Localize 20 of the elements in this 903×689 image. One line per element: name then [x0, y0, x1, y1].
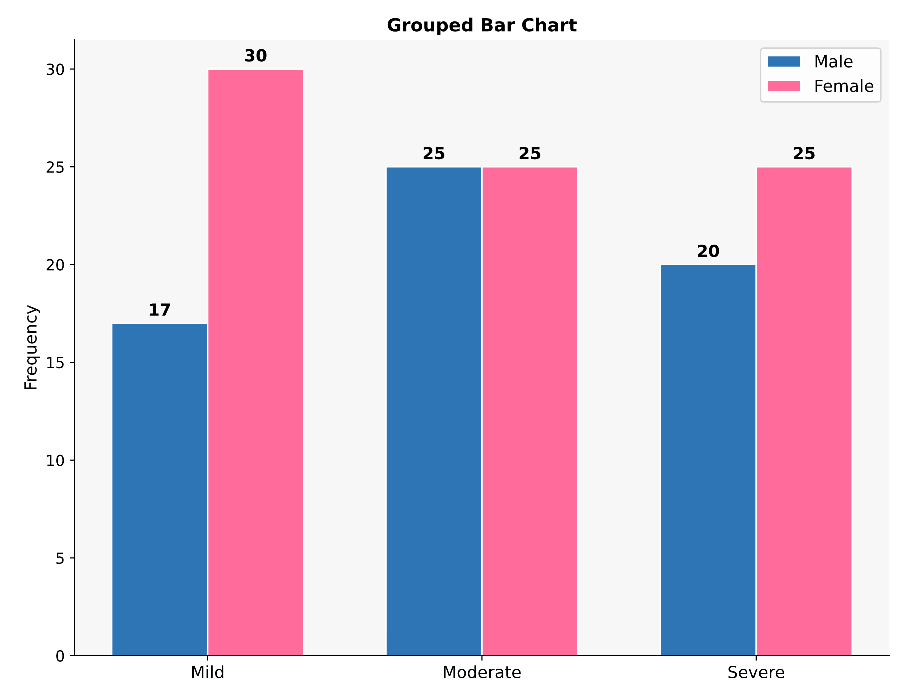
y-tick-label: 0 [56, 650, 64, 662]
data-label: 25 [794, 147, 815, 160]
data-label: 17 [150, 304, 170, 316]
data-label: 25 [520, 147, 541, 160]
x-tick-label: Severe [728, 666, 784, 679]
y-tick-label: 15 [47, 357, 64, 369]
data-label: 20 [698, 244, 720, 258]
y-tick-label: 30 [46, 64, 64, 76]
y-tick-label: 20 [46, 259, 64, 271]
x-tick-label: Moderate [444, 666, 521, 679]
data-label: 30 [245, 49, 267, 62]
legend-label: Female [816, 79, 874, 92]
y-tick-label: 5 [56, 552, 64, 564]
y-axis-title: Frequency [24, 305, 40, 390]
y-tick-label: 25 [46, 162, 64, 174]
data-label: 25 [424, 147, 445, 160]
y-tick-label: 10 [47, 454, 64, 466]
chart-title: Grouped Bar Chart [388, 18, 577, 36]
legend-label: Male [816, 54, 853, 68]
x-tick-label: Mild [192, 666, 224, 679]
